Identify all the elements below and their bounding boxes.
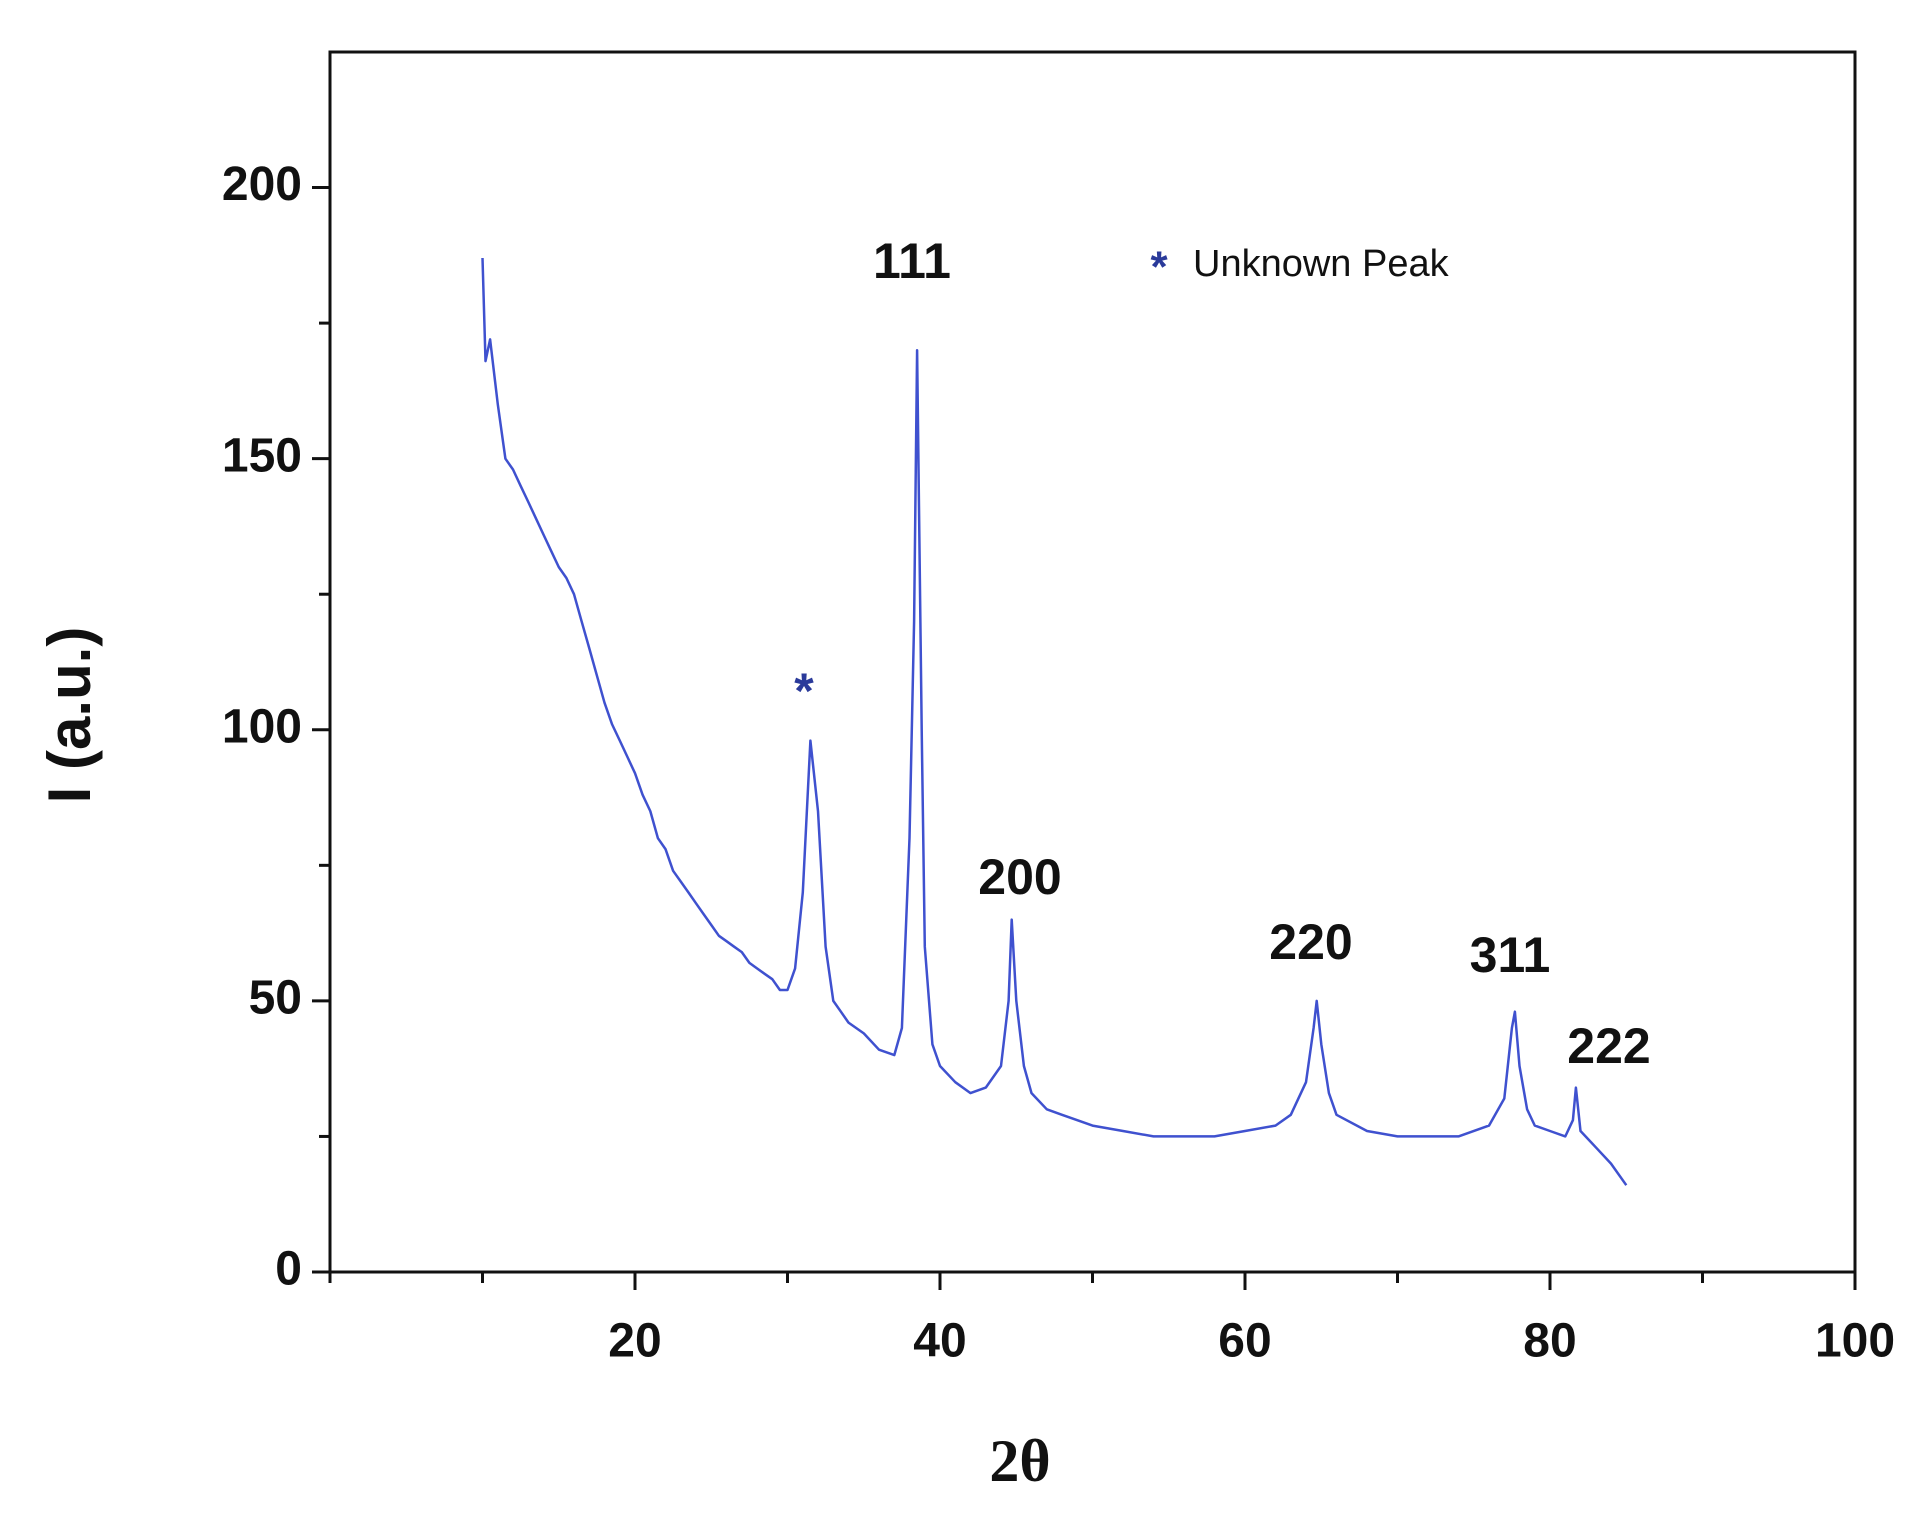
data-line [481, 257, 1628, 1186]
x-tick-label: 20 [608, 1315, 661, 1368]
y-tick-label: 150 [222, 429, 302, 482]
y-tick-label: 0 [275, 1243, 302, 1296]
y-tick-label: 100 [222, 700, 302, 753]
peak-label: 111 [873, 233, 951, 289]
peak-label: 222 [1567, 1018, 1650, 1074]
peak-label: 220 [1269, 914, 1352, 970]
x-tick-label: 40 [913, 1315, 966, 1368]
peak-label: * [794, 663, 814, 719]
y-tick-label: 50 [249, 972, 302, 1025]
legend-marker: * [1150, 243, 1168, 292]
peak-label: 200 [978, 849, 1061, 905]
x-tick-label: 100 [1815, 1315, 1895, 1368]
plot-frame [328, 50, 1857, 1274]
peak-label: 311 [1470, 927, 1551, 983]
legend-label: Unknown Peak [1193, 243, 1450, 285]
x-tick-label: 80 [1523, 1315, 1576, 1368]
x-axis-title: 2θ [989, 1428, 1050, 1494]
y-tick-label: 200 [222, 158, 302, 211]
y-axis-title: I (a.u.) [36, 627, 103, 804]
x-tick-label: 60 [1218, 1315, 1271, 1368]
